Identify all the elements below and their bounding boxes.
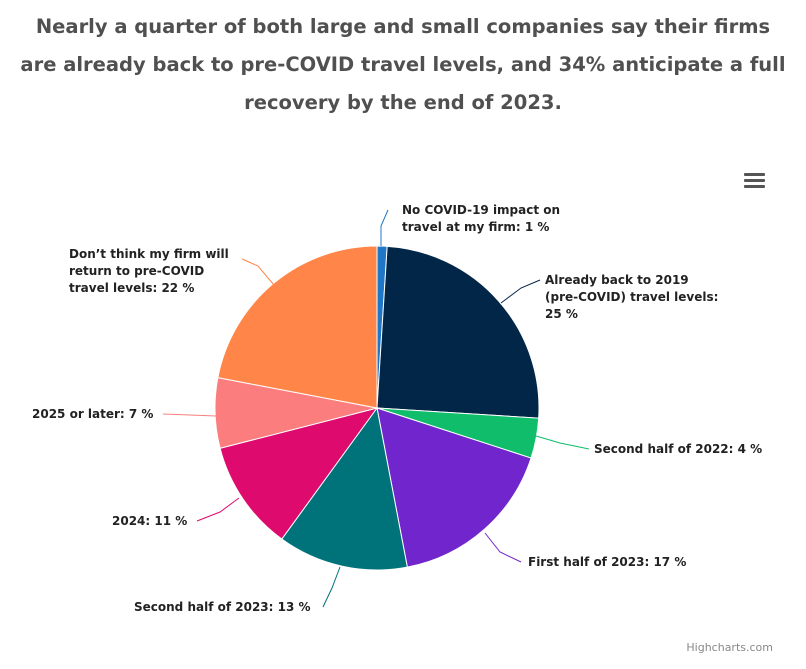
data-label-connector <box>484 532 522 563</box>
data-label-connector <box>535 435 590 450</box>
menu-bar-line <box>744 179 765 182</box>
data-label-connector <box>162 413 217 417</box>
pie-slice[interactable] <box>376 245 540 419</box>
data-label: Second half of 2023: 13 % <box>134 600 311 614</box>
pie-slice[interactable] <box>217 245 378 409</box>
data-label: Second half of 2022: 4 % <box>594 442 762 456</box>
data-label-connector <box>500 279 541 304</box>
data-label: Already back to 2019 (pre-COVID) travel l… <box>545 273 718 321</box>
menu-bar-line <box>744 185 765 188</box>
data-label: 2024: 11 % <box>112 514 187 528</box>
data-label: 2025 or later: 7 % <box>32 407 153 421</box>
data-label: No COVID-19 impact on travel at my firm: … <box>402 203 560 234</box>
pie-slice[interactable] <box>219 407 379 540</box>
data-label-connector <box>196 497 240 522</box>
pie-slice[interactable] <box>281 406 408 571</box>
chart-title: Nearly a quarter of both large and small… <box>20 15 786 114</box>
pie-slice[interactable] <box>376 407 532 568</box>
hamburger-menu-icon[interactable] <box>743 170 767 190</box>
highcharts-credit[interactable]: Highcharts.com <box>686 641 773 654</box>
menu-bar-line <box>744 173 765 176</box>
data-label: First half of 2023: 17 % <box>528 555 686 569</box>
data-label-connector <box>380 209 389 246</box>
data-label-connector <box>322 566 341 608</box>
data-label-connector <box>241 258 275 286</box>
data-label: Don’t think my firm will return to pre-CO… <box>69 247 229 295</box>
